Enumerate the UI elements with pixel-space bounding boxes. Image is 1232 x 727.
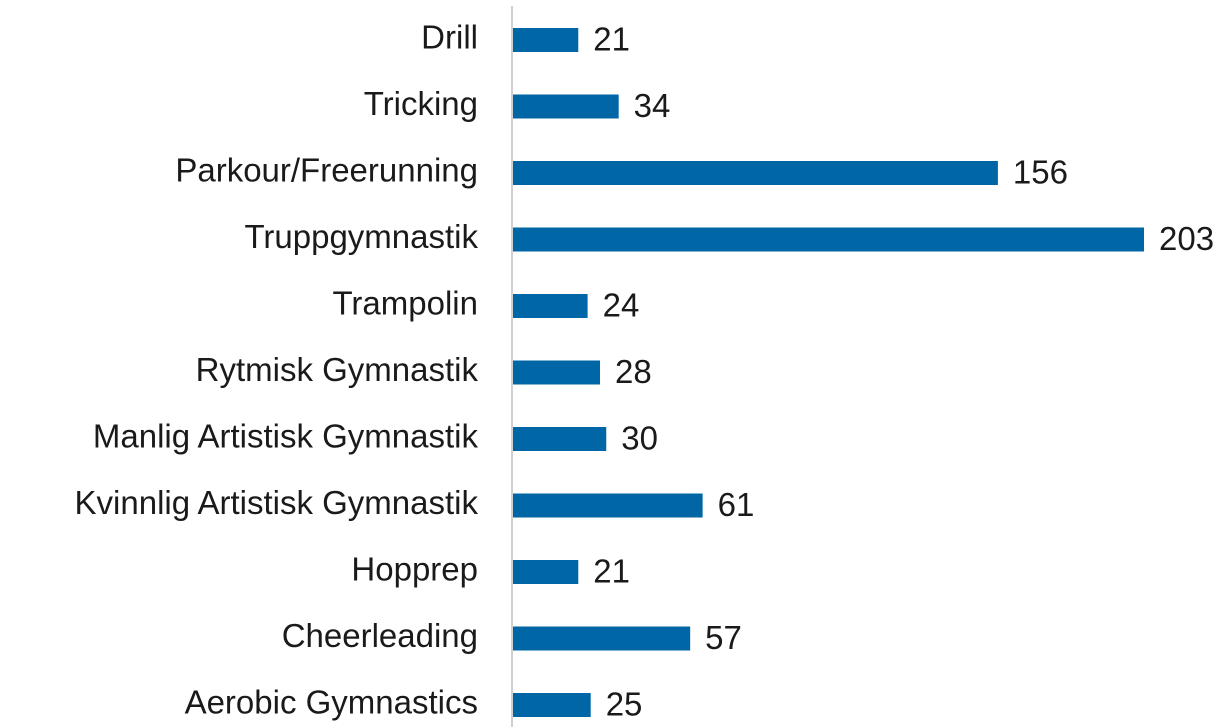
category-label: Kvinnlig Artistisk Gymnastik [75,484,479,521]
category-label: Tricking [364,85,478,122]
value-label: 30 [621,420,658,457]
value-label: 156 [1013,154,1068,191]
category-label: Hopprep [351,551,478,588]
category-label: Aerobic Gymnastics [185,684,478,721]
value-label: 61 [718,486,755,523]
value-label: 21 [593,21,630,58]
bar [513,28,579,52]
bar [513,227,1144,252]
bar [513,161,998,185]
category-label: Rytmisk Gymnastik [196,351,479,388]
category-label: Drill [421,19,478,56]
category-label: Trampolin [333,285,479,322]
bar [513,294,588,318]
bar [513,94,619,119]
bar [513,693,591,717]
value-label: 21 [593,553,630,590]
bar [513,560,579,584]
value-label: 24 [603,287,640,324]
bar [513,626,691,651]
value-label: 28 [615,353,652,390]
category-label: Cheerleading [282,617,478,654]
value-label: 34 [634,87,671,124]
value-label: 25 [606,686,643,723]
value-label: 203 [1159,220,1214,257]
bar [513,360,601,385]
category-label: Truppgymnastik [244,218,478,255]
bar [513,493,703,518]
category-label: Manlig Artistisk Gymnastik [93,418,479,455]
category-label: Parkour/Freerunning [175,152,478,189]
value-label: 57 [705,619,742,656]
bar [513,427,607,451]
